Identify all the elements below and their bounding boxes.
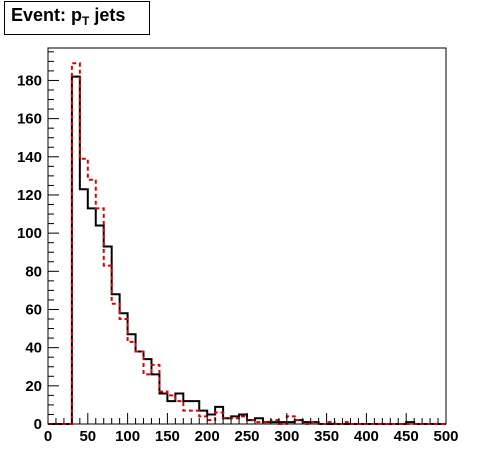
x-tick-label: 500 [433, 428, 458, 445]
plot-frame [47, 47, 447, 425]
chart-title-suffix: jets [89, 5, 126, 25]
x-tick-label: 100 [115, 428, 140, 445]
x-tick-label: 50 [79, 428, 96, 445]
y-tick-label: 20 [25, 378, 42, 395]
histogram-series-dashed [48, 62, 446, 425]
chart-title-subscript: T [82, 14, 90, 28]
y-tick-label: 140 [17, 149, 42, 166]
y-tick-label: 120 [17, 187, 42, 204]
x-tick-label: 300 [274, 428, 299, 445]
y-tick-label: 60 [25, 301, 42, 318]
chart-title-main: Event: p [11, 5, 83, 25]
y-tick-label: 80 [25, 263, 42, 280]
chart-title: Event: pT jets [11, 5, 126, 28]
x-tick-label: 150 [155, 428, 180, 445]
x-tick-label: 400 [354, 428, 379, 445]
chart-title-box: Event: pT jets [4, 1, 150, 35]
y-tick-label: 180 [17, 72, 42, 89]
histogram-series-solid [48, 75, 446, 425]
x-tick-label: 450 [394, 428, 419, 445]
x-tick-label: 350 [314, 428, 339, 445]
y-tick-label: 100 [17, 225, 42, 242]
x-tick-label: 250 [234, 428, 259, 445]
x-tick-label: 0 [44, 428, 52, 445]
x-tick-label: 200 [195, 428, 220, 445]
y-tick-label: 40 [25, 340, 42, 357]
y-tick-label: 160 [17, 111, 42, 128]
y-tick-label: 0 [34, 416, 42, 433]
